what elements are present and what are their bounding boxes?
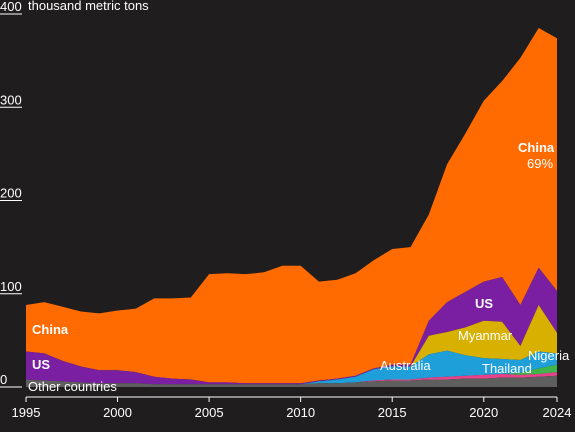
y-tick-label-0: 0 bbox=[0, 372, 7, 387]
x-tick-label-2005: 2005 bbox=[195, 405, 224, 420]
area-series-australia bbox=[26, 350, 557, 385]
series-label-us-upper: US bbox=[475, 296, 493, 311]
x-tick-label-2020: 2020 bbox=[469, 405, 498, 420]
x-tick-label-2000: 2000 bbox=[103, 405, 132, 420]
y-tick-label-100: 100 bbox=[0, 279, 22, 294]
series-label-other-countries: Other countries bbox=[28, 379, 117, 394]
area-series-thailand bbox=[26, 372, 557, 385]
axis-layer: 0 100 200 300 400 1995 2000 2005 2010 2015 2020 202… bbox=[0, 0, 571, 420]
label-layer: thousand metric tons China 69% China US … bbox=[28, 0, 570, 394]
series-label-china-share: 69% bbox=[527, 156, 553, 171]
series-label-thailand: Thailand bbox=[482, 361, 532, 376]
x-tick-label-2010: 2010 bbox=[286, 405, 315, 420]
x-tick-label-1995: 1995 bbox=[12, 405, 41, 420]
area-series-us bbox=[26, 267, 557, 385]
area-series-china bbox=[26, 27, 557, 384]
series-label-us-lower: US bbox=[32, 357, 50, 372]
y-tick-label-400: 400 bbox=[0, 0, 22, 14]
area-series-myanmar bbox=[26, 304, 557, 385]
series-label-china-lower: China bbox=[32, 322, 69, 337]
x-tick-label-2024: 2024 bbox=[543, 405, 572, 420]
x-tick-label-2015: 2015 bbox=[378, 405, 407, 420]
y-tick-label-200: 200 bbox=[0, 186, 22, 201]
y-unit-label: thousand metric tons bbox=[28, 0, 149, 13]
y-tick-label-300: 300 bbox=[0, 92, 22, 107]
series-label-nigeria: Nigeria bbox=[528, 348, 570, 363]
area-series-other-countries bbox=[26, 375, 557, 387]
series-label-australia: Australia bbox=[380, 358, 431, 373]
series-label-myanmar: Myanmar bbox=[458, 328, 513, 343]
series-label-china-upper: China bbox=[518, 140, 555, 155]
area-layer bbox=[26, 27, 557, 387]
